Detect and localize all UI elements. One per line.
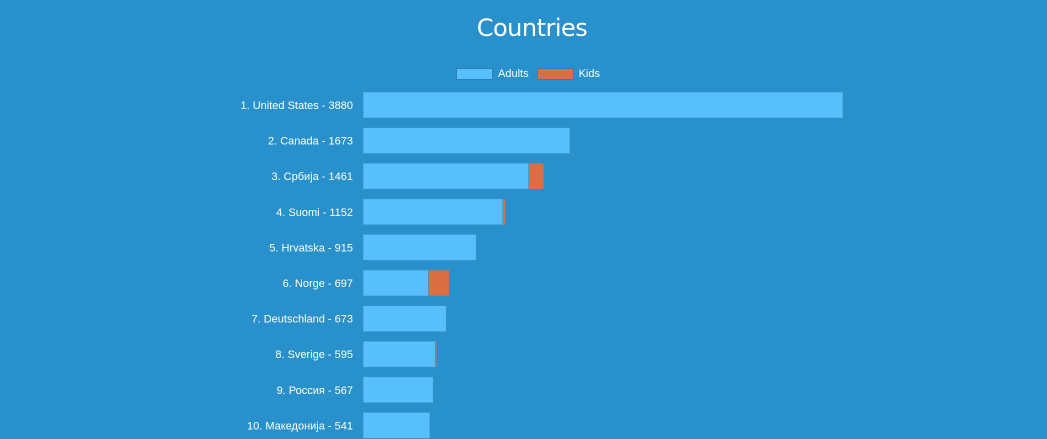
bar-adults[interactable] [362,198,504,226]
category-label: 7. Deutschland - 673 [251,314,353,326]
category-label: 6. Norge - 697 [283,278,353,290]
legend-item-adults[interactable]: Adults [456,68,529,80]
legend-swatch-kids [536,68,574,80]
legend-item-kids[interactable]: Kids [536,68,600,80]
bar-kids[interactable] [435,340,437,368]
bar-adults[interactable] [362,127,571,154]
legend-swatch-adults [456,68,493,80]
bar-adults[interactable] [362,234,477,261]
bar-kids[interactable] [428,269,450,297]
bar-adults[interactable] [362,269,429,297]
bar-kids[interactable] [528,162,545,190]
category-label: 1. United States - 3880 [240,100,353,112]
bar-adults[interactable] [362,162,530,190]
category-label: 2. Canada - 1673 [268,136,353,148]
bar-adults[interactable] [362,412,431,439]
bar-adults[interactable] [362,91,844,119]
category-label: 4. Suomi - 1152 [276,207,353,219]
chart-title: Countries [476,14,588,42]
chart-legend: Adults Kids [456,67,608,81]
category-label: 3. Србија - 1461 [271,171,353,183]
bar-kids[interactable] [502,198,506,226]
category-label: 8. Sverige - 595 [275,349,353,361]
legend-label-kids: Kids [578,68,600,80]
bar-adults[interactable] [362,376,434,404]
category-label: 5. Hrvatska - 915 [269,242,353,254]
category-label: 9. Россия - 567 [277,385,353,397]
legend-label-adults: Adults [498,68,529,80]
category-label: 10. Македонија - 541 [247,420,353,432]
bar-adults[interactable] [362,340,436,368]
bar-adults[interactable] [362,305,447,332]
